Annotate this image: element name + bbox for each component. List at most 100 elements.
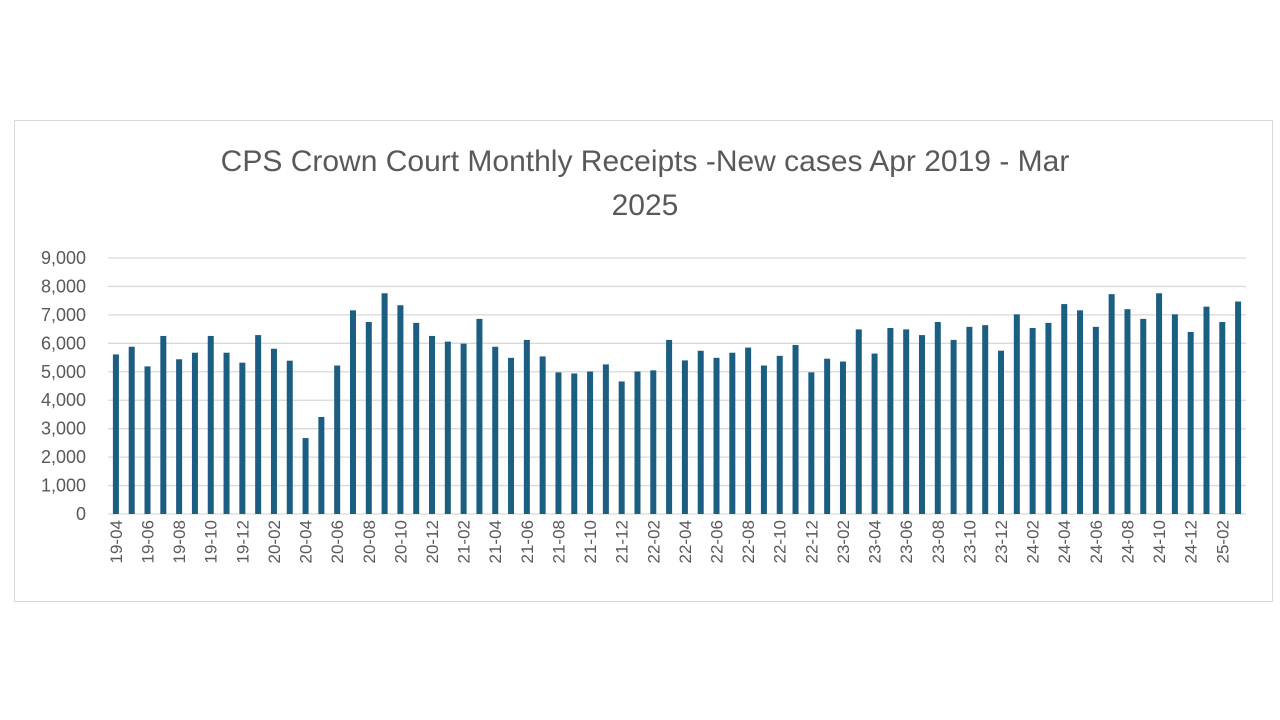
x-tick-label: 22-08 (739, 520, 758, 563)
bar (1077, 310, 1084, 514)
bar (492, 346, 499, 514)
x-tick-label: 24-08 (1118, 520, 1137, 563)
x-tick-label: 20-04 (297, 520, 316, 563)
x-tick-label: 21-10 (581, 520, 600, 563)
bar (1171, 314, 1178, 514)
bar (144, 366, 151, 514)
bar (1187, 331, 1194, 514)
bar (934, 322, 941, 514)
bar (792, 345, 799, 514)
bar (966, 326, 973, 514)
y-tick-label: 4,000 (41, 390, 86, 410)
bar (223, 352, 230, 514)
x-tick-label: 19-12 (233, 520, 252, 563)
bar (191, 352, 198, 514)
x-tick-label: 23-12 (992, 520, 1011, 563)
bar (302, 438, 309, 514)
x-tick-label: 20-06 (328, 520, 347, 563)
y-tick-label: 9,000 (41, 248, 86, 268)
bar (176, 359, 183, 514)
bar (855, 329, 862, 514)
bar (950, 339, 957, 514)
x-tick-label: 22-06 (708, 520, 727, 563)
y-tick-label: 1,000 (41, 476, 86, 496)
y-tick-label: 5,000 (41, 362, 86, 382)
y-tick-label: 3,000 (41, 419, 86, 439)
x-tick-label: 20-10 (391, 520, 410, 563)
bar (681, 360, 688, 514)
x-tick-label: 23-06 (897, 520, 916, 563)
x-tick-label: 21-08 (549, 520, 568, 563)
x-tick-label: 24-04 (1055, 520, 1074, 563)
x-tick-label: 19-08 (170, 520, 189, 563)
bar (1029, 327, 1036, 514)
y-tick-label: 6,000 (41, 333, 86, 353)
bar (429, 335, 436, 514)
bar (334, 365, 341, 514)
bar (1061, 304, 1068, 514)
bar (1108, 294, 1115, 514)
x-tick-label: 19-06 (139, 520, 158, 563)
chart-title: CPS Crown Court Monthly Receipts -New ca… (0, 140, 1280, 228)
bar (444, 341, 451, 514)
bar (270, 348, 277, 514)
bar (918, 335, 925, 514)
bar (397, 305, 404, 514)
bar (1140, 318, 1147, 514)
x-tick-label: 22-12 (802, 520, 821, 563)
bar (776, 355, 783, 514)
bar (555, 372, 562, 514)
bar (998, 350, 1005, 514)
bar (1013, 314, 1020, 514)
bar (824, 358, 831, 514)
bar (666, 339, 673, 514)
bar (365, 322, 372, 514)
bar (460, 343, 467, 514)
bar (618, 381, 625, 514)
x-tick-label: 23-10 (960, 520, 979, 563)
bar (713, 357, 720, 514)
x-tick-label: 24-06 (1087, 520, 1106, 563)
bar (523, 339, 530, 514)
bar (760, 365, 767, 514)
x-tick-label: 20-02 (265, 520, 284, 563)
bar (476, 318, 483, 514)
bar (745, 347, 752, 514)
y-tick-label: 7,000 (41, 305, 86, 325)
y-tick-label: 0 (76, 504, 86, 524)
x-tick-label: 21-02 (455, 520, 474, 563)
bar (508, 357, 515, 514)
bar (602, 364, 609, 514)
x-tick-label: 21-12 (613, 520, 632, 563)
x-tick-label: 25-02 (1213, 520, 1232, 563)
x-tick-label: 19-04 (107, 520, 126, 563)
bar (112, 354, 119, 514)
chart-title-line-2: 2025 (611, 189, 679, 222)
bar (887, 327, 894, 514)
bar (349, 310, 356, 514)
x-tick-label: 20-12 (423, 520, 442, 563)
bar (871, 353, 878, 514)
x-tick-label: 24-02 (1024, 520, 1043, 563)
bar (239, 362, 246, 514)
bar (697, 350, 704, 514)
x-tick-label: 24-10 (1150, 520, 1169, 563)
bar (839, 361, 846, 514)
bar (982, 325, 989, 514)
x-tick-label: 23-02 (834, 520, 853, 563)
x-tick-label: 22-02 (644, 520, 663, 563)
bar (128, 346, 135, 514)
bar (1203, 306, 1210, 514)
bar (1124, 309, 1131, 514)
bar (634, 371, 641, 514)
y-tick-label: 2,000 (41, 447, 86, 467)
x-tick-label: 21-04 (486, 520, 505, 563)
bar (318, 417, 325, 514)
bar (571, 373, 578, 514)
y-tick-label: 8,000 (41, 276, 86, 296)
x-tick-label: 21-06 (518, 520, 537, 563)
bar (1219, 322, 1226, 514)
bar (160, 335, 167, 514)
bar (650, 370, 657, 514)
